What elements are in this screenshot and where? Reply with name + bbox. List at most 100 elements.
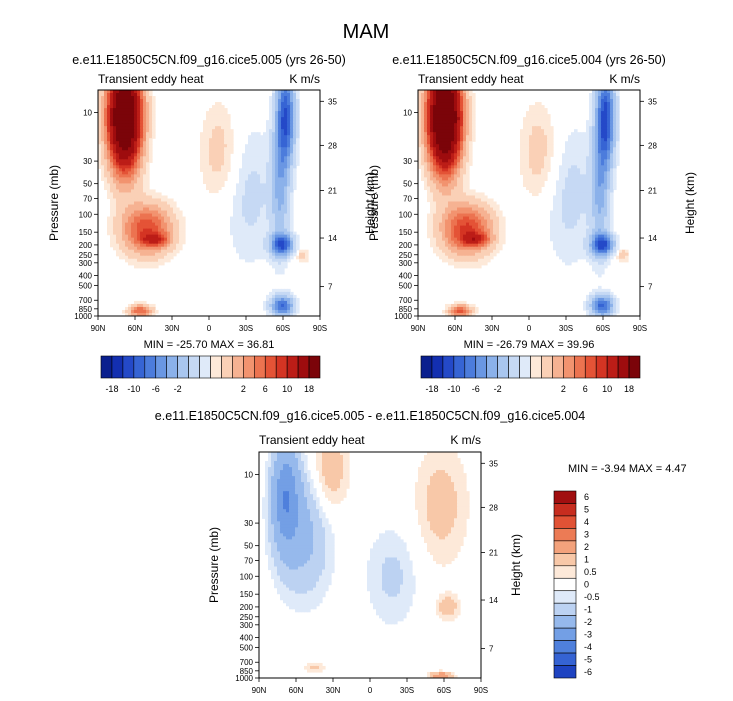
panel3-ytick-label: 70	[244, 557, 253, 566]
panel3-colorbar-label: 0	[584, 580, 589, 590]
panel3-htick-label: 28	[489, 503, 498, 512]
panel3-htick-label: 7	[489, 645, 494, 654]
panel3-ylabel: Pressure (mb)	[207, 527, 221, 603]
panel1-colorbar-label: 2	[241, 384, 246, 394]
panel2-xtick-label: 0	[527, 324, 532, 333]
panel1-colorbar-box	[155, 355, 167, 379]
panel1-ytick-label: 50	[83, 180, 92, 189]
panel1-xtick-label: 30S	[239, 324, 253, 333]
panel2-htick-label: 21	[648, 187, 657, 196]
panel2-title: e.e11.E1850C5CN.f09_g16.cice5.004 (yrs 2…	[392, 53, 666, 67]
panel3-ytick-label: 50	[244, 542, 253, 551]
panel3-colorbar-box	[553, 627, 577, 641]
panel1-htick-label: 35	[328, 97, 337, 106]
panel1-ytick-label: 500	[79, 281, 93, 290]
panel2-colorbar-box	[464, 355, 477, 379]
panel1-colorbar-box	[243, 355, 255, 379]
panel2-colorbar-box	[584, 355, 597, 379]
panel1-colorbar-box	[166, 355, 178, 379]
panel2-colorbar-box	[508, 355, 520, 379]
panel3-xtick-label: 0	[368, 686, 373, 695]
panel1-htick-label: 28	[328, 141, 337, 150]
panel3-colorbar-box	[553, 565, 577, 579]
panel1-right-label: K m/s	[289, 72, 320, 86]
panel3-colorbar-box	[553, 590, 577, 604]
panel2-htick-label: 35	[648, 97, 657, 106]
panel1-colorbar-box	[286, 355, 299, 379]
panel2-colorbar-label: -18	[425, 384, 438, 394]
panel3-ylabel-right: Height (km)	[509, 534, 523, 596]
panel1-colorbar-box	[232, 355, 244, 379]
panel1-colorbar-label: 10	[282, 384, 292, 394]
panel2-colorbar-label: 18	[624, 384, 634, 394]
panel1-colorbar-label: -6	[152, 384, 160, 394]
panel3-colorbar-label: 3	[584, 530, 589, 540]
panel2-ytick-label: 700	[399, 296, 413, 305]
panel3-ytick-label: 100	[240, 572, 254, 581]
panel3-xtick-label: 60N	[289, 686, 304, 695]
panel2-colorbar-box	[497, 355, 509, 379]
panel2-ytick-label: 100	[399, 210, 413, 219]
panel1-colorbar-box	[144, 355, 157, 379]
panel1-xtick-label: 60S	[276, 324, 290, 333]
panel3-ytick-label: 850	[240, 667, 254, 676]
panel1-ylabel-right: Height (km)	[363, 172, 377, 234]
panel3-field	[262, 452, 470, 678]
panel1-field	[98, 90, 309, 316]
panel1-colorbar-box	[308, 355, 321, 379]
panel2-colorbar-label: -6	[472, 384, 480, 394]
panel1-xtick-label: 30N	[165, 324, 180, 333]
panel3-ytick-label: 700	[240, 658, 254, 667]
panel1-ytick-label: 700	[79, 296, 93, 305]
panel1-colorbar-box	[275, 355, 288, 379]
panel3-colorbar-box	[553, 528, 577, 542]
panel3-left-label: Transient eddy heat	[259, 433, 365, 447]
panel2-colorbar-label: 6	[583, 384, 588, 394]
panel2-colorbar-box	[442, 355, 455, 379]
panel1-xtick-label: 60N	[128, 324, 143, 333]
panel2-htick-label: 28	[648, 141, 657, 150]
panel3-colorbar-label: 6	[584, 492, 589, 502]
panel2-right-label: K m/s	[609, 72, 640, 86]
panel1-colorbar-box	[100, 355, 113, 379]
panel1-colorbar-label: -10	[127, 384, 140, 394]
panel2-ytick-label: 500	[399, 281, 413, 290]
panel1-xtick-label: 0	[207, 324, 212, 333]
panel3-colorbar-label: -2	[584, 617, 592, 627]
panel2-field	[418, 90, 629, 316]
panel1-colorbar-label: -18	[105, 384, 118, 394]
panel2-xtick-label: 60S	[596, 324, 610, 333]
panel2-left-label: Transient eddy heat	[418, 72, 524, 86]
panel1-ytick-label: 70	[83, 195, 92, 204]
panel2-ytick-label: 850	[399, 305, 413, 314]
panel3-xtick-label: 60S	[437, 686, 451, 695]
panel3-ytick-label: 500	[240, 643, 254, 652]
panel2-ytick-label: 1000	[394, 312, 412, 321]
panel3-xtick-label: 30N	[326, 686, 341, 695]
panel2-ytick-label: 300	[399, 259, 413, 268]
panel2-colorbar-label: -10	[447, 384, 460, 394]
panel3-right-label: K m/s	[450, 433, 481, 447]
panel3-colorbar-box	[553, 490, 577, 504]
panel1-colorbar-box	[199, 355, 211, 379]
panel2-ytick-label: 150	[399, 228, 413, 237]
panel3-htick-label: 14	[489, 596, 498, 605]
panel2-colorbar-box	[530, 355, 542, 379]
panel1-ytick-label: 850	[79, 305, 93, 314]
panel3-xtick-label: 90S	[474, 686, 488, 695]
panel2-ytick-label: 400	[399, 272, 413, 281]
panel3-colorbar-label: 1	[584, 555, 589, 565]
panel2-ytick-label: 250	[399, 251, 413, 260]
panel2-xtick-label: 90N	[411, 324, 426, 333]
panel2-colorbar-box	[431, 355, 444, 379]
panel3-colorbar-box	[553, 615, 577, 629]
panel3-colorbar-box	[553, 665, 577, 679]
panel3-ytick-label: 1000	[235, 674, 253, 683]
panel3-ytick-label: 400	[240, 634, 254, 643]
panel1-ytick-label: 200	[79, 241, 93, 250]
panel2-ytick-label: 30	[403, 157, 412, 166]
panel2-colorbar-box	[606, 355, 619, 379]
panel1-colorbar-label: 18	[304, 384, 314, 394]
panel3-colorbar-box	[553, 503, 577, 517]
panel1-htick-label: 21	[328, 187, 337, 196]
